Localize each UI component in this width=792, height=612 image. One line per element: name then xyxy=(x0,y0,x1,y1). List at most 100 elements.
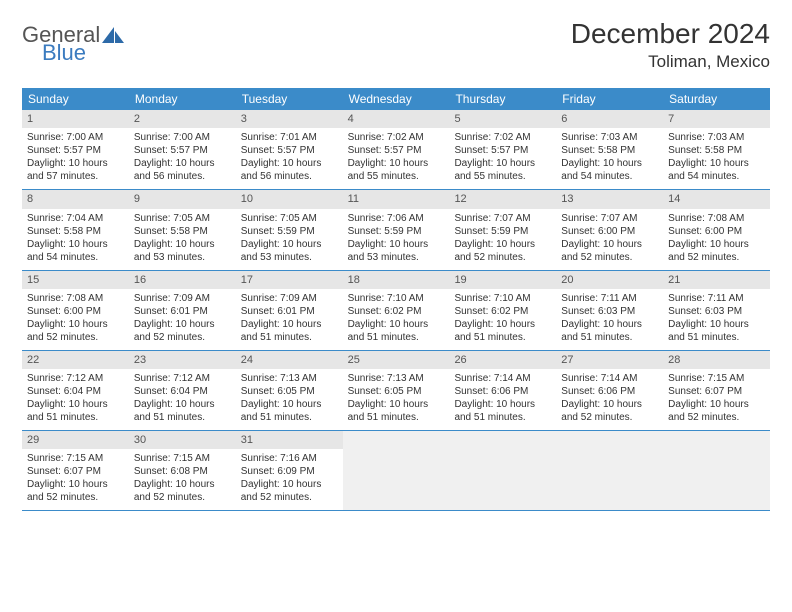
sunrise-text: Sunrise: 7:00 AM xyxy=(134,131,231,144)
sunset-text: Sunset: 6:05 PM xyxy=(348,385,445,398)
daylight-text: Daylight: 10 hours and 51 minutes. xyxy=(668,318,765,344)
day-number: 20 xyxy=(556,271,663,289)
daylight-text: Daylight: 10 hours and 52 minutes. xyxy=(561,238,658,264)
day-header-row: SundayMondayTuesdayWednesdayThursdayFrid… xyxy=(22,88,770,110)
day-cell: 8Sunrise: 7:04 AMSunset: 5:58 PMDaylight… xyxy=(22,190,129,269)
month-title: December 2024 xyxy=(571,18,770,50)
day-cell: 23Sunrise: 7:12 AMSunset: 6:04 PMDayligh… xyxy=(129,351,236,430)
daylight-text: Daylight: 10 hours and 52 minutes. xyxy=(454,238,551,264)
sunrise-text: Sunrise: 7:12 AM xyxy=(27,372,124,385)
day-content: Sunrise: 7:06 AMSunset: 5:59 PMDaylight:… xyxy=(343,209,450,270)
day-number: 16 xyxy=(129,271,236,289)
week-row: 15Sunrise: 7:08 AMSunset: 6:00 PMDayligh… xyxy=(22,271,770,351)
day-content: Sunrise: 7:07 AMSunset: 6:00 PMDaylight:… xyxy=(556,209,663,270)
day-header-thursday: Thursday xyxy=(449,88,556,110)
day-content: Sunrise: 7:02 AMSunset: 5:57 PMDaylight:… xyxy=(343,128,450,189)
day-header-sunday: Sunday xyxy=(22,88,129,110)
day-number: 3 xyxy=(236,110,343,128)
day-content: Sunrise: 7:10 AMSunset: 6:02 PMDaylight:… xyxy=(343,289,450,350)
daylight-text: Daylight: 10 hours and 52 minutes. xyxy=(241,478,338,504)
sunset-text: Sunset: 5:59 PM xyxy=(241,225,338,238)
sunset-text: Sunset: 6:05 PM xyxy=(241,385,338,398)
daylight-text: Daylight: 10 hours and 51 minutes. xyxy=(454,318,551,344)
day-cell: 5Sunrise: 7:02 AMSunset: 5:57 PMDaylight… xyxy=(449,110,556,189)
sunrise-text: Sunrise: 7:15 AM xyxy=(134,452,231,465)
sunset-text: Sunset: 6:07 PM xyxy=(27,465,124,478)
day-content: Sunrise: 7:15 AMSunset: 6:08 PMDaylight:… xyxy=(129,449,236,510)
day-number: 29 xyxy=(22,431,129,449)
sunset-text: Sunset: 5:57 PM xyxy=(454,144,551,157)
day-content: Sunrise: 7:12 AMSunset: 6:04 PMDaylight:… xyxy=(129,369,236,430)
sunrise-text: Sunrise: 7:02 AM xyxy=(348,131,445,144)
sunrise-text: Sunrise: 7:08 AM xyxy=(27,292,124,305)
day-cell-empty xyxy=(556,431,663,510)
sunrise-text: Sunrise: 7:04 AM xyxy=(27,212,124,225)
sunset-text: Sunset: 6:08 PM xyxy=(134,465,231,478)
daylight-text: Daylight: 10 hours and 57 minutes. xyxy=(27,157,124,183)
day-cell: 13Sunrise: 7:07 AMSunset: 6:00 PMDayligh… xyxy=(556,190,663,269)
day-content: Sunrise: 7:09 AMSunset: 6:01 PMDaylight:… xyxy=(236,289,343,350)
day-cell: 31Sunrise: 7:16 AMSunset: 6:09 PMDayligh… xyxy=(236,431,343,510)
daylight-text: Daylight: 10 hours and 51 minutes. xyxy=(241,318,338,344)
sunset-text: Sunset: 6:02 PM xyxy=(454,305,551,318)
daylight-text: Daylight: 10 hours and 52 minutes. xyxy=(27,318,124,344)
day-content: Sunrise: 7:08 AMSunset: 6:00 PMDaylight:… xyxy=(22,289,129,350)
day-header-tuesday: Tuesday xyxy=(236,88,343,110)
day-cell: 3 Sunrise: 7:01 AMSunset: 5:57 PMDaylight… xyxy=(236,110,343,189)
logo: General Blue xyxy=(22,18,124,64)
daylight-text: Daylight: 10 hours and 53 minutes. xyxy=(241,238,338,264)
sunrise-text: Sunrise: 7:01 AM xyxy=(241,131,338,144)
day-number: 22 xyxy=(22,351,129,369)
day-content: Sunrise: 7:11 AMSunset: 6:03 PMDaylight:… xyxy=(663,289,770,350)
sunrise-text: Sunrise: 7:03 AM xyxy=(668,131,765,144)
day-cell: 2Sunrise: 7:00 AMSunset: 5:57 PMDaylight… xyxy=(129,110,236,189)
sunset-text: Sunset: 5:57 PM xyxy=(241,144,338,157)
day-cell: 19Sunrise: 7:10 AMSunset: 6:02 PMDayligh… xyxy=(449,271,556,350)
title-block: December 2024 Toliman, Mexico xyxy=(571,18,770,72)
day-cell: 4Sunrise: 7:02 AMSunset: 5:57 PMDaylight… xyxy=(343,110,450,189)
day-number: 14 xyxy=(663,190,770,208)
sunrise-text: Sunrise: 7:09 AM xyxy=(241,292,338,305)
sunrise-text: Sunrise: 7:05 AM xyxy=(241,212,338,225)
sunrise-text: Sunrise: 7:10 AM xyxy=(454,292,551,305)
sunrise-text: Sunrise: 7:08 AM xyxy=(668,212,765,225)
daylight-text: Daylight: 10 hours and 52 minutes. xyxy=(134,318,231,344)
day-content: Sunrise: 7:10 AMSunset: 6:02 PMDaylight:… xyxy=(449,289,556,350)
day-number: 25 xyxy=(343,351,450,369)
day-number: 12 xyxy=(449,190,556,208)
day-cell: 7Sunrise: 7:03 AMSunset: 5:58 PMDaylight… xyxy=(663,110,770,189)
day-content: Sunrise: 7:02 AMSunset: 5:57 PMDaylight:… xyxy=(449,128,556,189)
day-cell: 25Sunrise: 7:13 AMSunset: 6:05 PMDayligh… xyxy=(343,351,450,430)
sunset-text: Sunset: 6:09 PM xyxy=(241,465,338,478)
sunset-text: Sunset: 6:06 PM xyxy=(454,385,551,398)
day-header-friday: Friday xyxy=(556,88,663,110)
day-number: 4 xyxy=(343,110,450,128)
day-content: Sunrise: 7:05 AMSunset: 5:58 PMDaylight:… xyxy=(129,209,236,270)
sunrise-text: Sunrise: 7:09 AM xyxy=(134,292,231,305)
day-content: Sunrise: 7:09 AMSunset: 6:01 PMDaylight:… xyxy=(129,289,236,350)
day-cell: 16Sunrise: 7:09 AMSunset: 6:01 PMDayligh… xyxy=(129,271,236,350)
day-content: Sunrise: 7:03 AMSunset: 5:58 PMDaylight:… xyxy=(556,128,663,189)
day-number: 11 xyxy=(343,190,450,208)
day-number: 2 xyxy=(129,110,236,128)
day-content: Sunrise: 7:07 AMSunset: 5:59 PMDaylight:… xyxy=(449,209,556,270)
day-number: 30 xyxy=(129,431,236,449)
day-number: 24 xyxy=(236,351,343,369)
header: General Blue December 2024 Toliman, Mexi… xyxy=(22,18,770,72)
day-number: 10 xyxy=(236,190,343,208)
day-cell: 28Sunrise: 7:15 AMSunset: 6:07 PMDayligh… xyxy=(663,351,770,430)
calendar: SundayMondayTuesdayWednesdayThursdayFrid… xyxy=(22,88,770,511)
sunrise-text: Sunrise: 7:15 AM xyxy=(668,372,765,385)
daylight-text: Daylight: 10 hours and 51 minutes. xyxy=(348,398,445,424)
sunset-text: Sunset: 6:03 PM xyxy=(668,305,765,318)
day-content: Sunrise: 7:05 AMSunset: 5:59 PMDaylight:… xyxy=(236,209,343,270)
daylight-text: Daylight: 10 hours and 56 minutes. xyxy=(241,157,338,183)
day-number: 9 xyxy=(129,190,236,208)
day-cell: 12Sunrise: 7:07 AMSunset: 5:59 PMDayligh… xyxy=(449,190,556,269)
day-number: 27 xyxy=(556,351,663,369)
daylight-text: Daylight: 10 hours and 51 minutes. xyxy=(454,398,551,424)
day-header-wednesday: Wednesday xyxy=(343,88,450,110)
day-cell: 20Sunrise: 7:11 AMSunset: 6:03 PMDayligh… xyxy=(556,271,663,350)
daylight-text: Daylight: 10 hours and 55 minutes. xyxy=(454,157,551,183)
sunrise-text: Sunrise: 7:11 AM xyxy=(561,292,658,305)
